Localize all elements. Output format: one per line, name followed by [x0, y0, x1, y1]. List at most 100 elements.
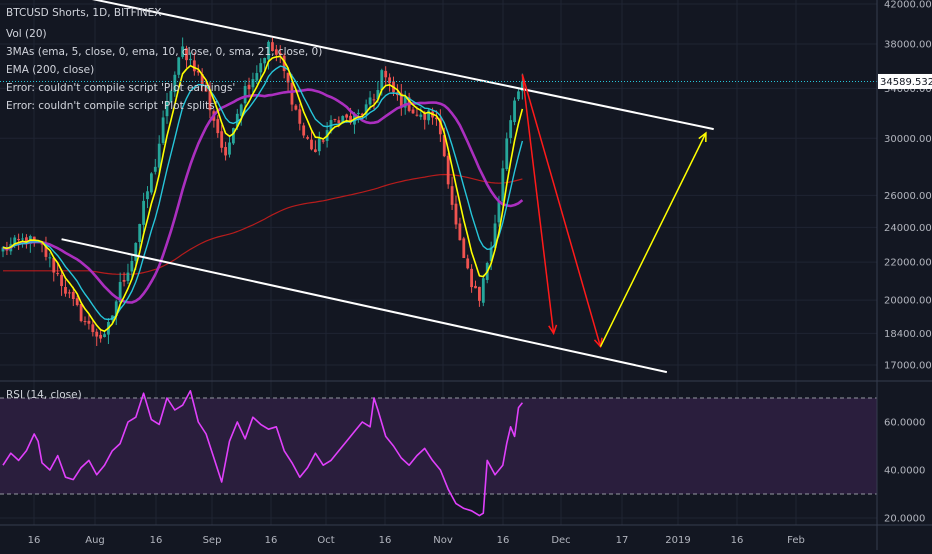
- candle-body-down: [466, 258, 470, 269]
- candle-body-down: [474, 285, 477, 289]
- candle-body-down: [314, 149, 317, 152]
- candle-body-down: [442, 135, 446, 157]
- ema200-path: [3, 173, 523, 275]
- candle-body-down: [192, 60, 196, 72]
- symbol-title[interactable]: BTCUSD Shorts, 1D, BITFINEX: [6, 7, 161, 19]
- last-price-tag: 34589.5329: [878, 73, 932, 89]
- candle-body-down: [478, 286, 481, 301]
- indicator-error-splits[interactable]: Error: couldn't compile script 'Plot spl…: [6, 100, 218, 112]
- projection-down-arrowhead-1: [548, 324, 558, 336]
- channel-upper-line: [91, 0, 714, 131]
- candle-body-down: [274, 49, 278, 55]
- time-tick-label: 16: [731, 535, 744, 546]
- candle-body-up: [243, 86, 247, 104]
- candle-body-down: [302, 125, 306, 136]
- candle-body-up: [489, 247, 493, 262]
- candle-body-down: [67, 292, 71, 294]
- legend: BTCUSD Shorts, 1D, BITFINEX Vol (20) 3MA…: [6, 7, 322, 112]
- candle-body-up: [380, 70, 384, 91]
- candle-body-up: [356, 112, 360, 114]
- rsi-axis[interactable]: 60.0000 40.0000 20.0000: [884, 418, 925, 525]
- candle-body-up: [267, 41, 270, 60]
- candle-body-up: [21, 238, 24, 240]
- candle-body-up: [501, 168, 505, 202]
- candle-body-down: [438, 118, 442, 135]
- candle-body-down: [411, 109, 415, 114]
- price-axis[interactable]: 42000.0000 38000.0000 34000.0000 30000.0000…: [884, 0, 932, 372]
- candle-body-up: [146, 191, 149, 200]
- indicator-ema200[interactable]: EMA (200, close): [6, 64, 94, 76]
- candle-body-down: [71, 291, 75, 299]
- price-tick-label: 22000.0000: [884, 258, 932, 269]
- candle-body-up: [497, 200, 501, 223]
- time-tick-label: 16: [497, 535, 510, 546]
- candle-body-up: [259, 63, 263, 73]
- candle-body-up: [173, 74, 177, 93]
- candle-body-up: [509, 120, 513, 138]
- last-price-value: 34589.5329: [880, 77, 932, 88]
- rsi-line: [2, 389, 524, 517]
- candle-body-down: [83, 321, 87, 323]
- candle-body-up: [364, 104, 368, 115]
- candle-body-down: [306, 137, 309, 139]
- candle-body-down: [17, 239, 21, 241]
- indicator-3mas[interactable]: 3MAs (ema, 5, close, 0, ema, 10, close, …: [6, 46, 322, 58]
- time-tick-label: 16: [265, 535, 278, 546]
- candle-body-down: [298, 109, 302, 124]
- candle-body-up: [520, 81, 524, 92]
- candle-body-down: [388, 77, 391, 84]
- last-price-tag-background: [878, 73, 932, 89]
- candle-body-down: [310, 139, 313, 150]
- rsi-overbought-oversold-band: [0, 398, 877, 494]
- candle-body-down: [224, 147, 227, 156]
- candle-body-down: [470, 268, 473, 288]
- time-tick-label: Dec: [551, 535, 570, 546]
- candle-body-up: [419, 114, 423, 117]
- candle-body-up: [427, 110, 431, 121]
- candle-body-up: [157, 143, 161, 168]
- ema200-line: [3, 173, 523, 275]
- candle-body-up: [153, 166, 157, 172]
- candle-body-down: [290, 82, 294, 105]
- candle-body-down: [294, 105, 298, 110]
- candle-body-up: [239, 104, 243, 116]
- candle-body-up: [142, 200, 145, 225]
- candle-body-down: [454, 203, 458, 225]
- candle-body-down: [196, 70, 200, 73]
- rsi-tick-label: 20.0000: [884, 514, 925, 525]
- candle-body-up: [103, 334, 106, 338]
- candle-body-down: [99, 334, 103, 339]
- candle-body-up: [376, 90, 380, 100]
- candle-body-up: [138, 223, 142, 243]
- candle-body-down: [435, 117, 438, 120]
- time-axis[interactable]: 16 Aug 16 Sep 16 Oct 16 Nov 16 Dec 17 2019 16 Feb: [28, 535, 805, 546]
- projection-up-arrow: [599, 132, 707, 347]
- candle-body-down: [52, 258, 56, 273]
- time-tick-label: 16: [379, 535, 392, 546]
- candle-body-down: [200, 73, 204, 87]
- time-tick-label: Nov: [433, 535, 453, 546]
- candle-body-up: [251, 79, 255, 88]
- candle-body-down: [208, 89, 212, 111]
- trend-drawings: [61, 0, 714, 374]
- rsi-legend[interactable]: RSI (14, close): [6, 389, 82, 401]
- candle-body-up: [134, 242, 138, 261]
- candle-body-down: [64, 287, 67, 294]
- indicator-error-earnings[interactable]: Error: couldn't compile script 'Plot ear…: [6, 82, 235, 94]
- candle-body-up: [231, 128, 235, 144]
- indicator-volume[interactable]: Vol (20): [6, 28, 47, 40]
- candle-body-up: [130, 261, 134, 272]
- candle-body-down: [91, 324, 95, 333]
- candle-body-up: [48, 257, 52, 259]
- candle-body-up: [235, 113, 239, 127]
- candle-body-up: [517, 91, 520, 100]
- price-tick-label: 30000.0000: [884, 134, 932, 145]
- price-tick-label: 17000.0000: [884, 361, 932, 372]
- candle-body-down: [25, 237, 28, 244]
- time-tick-label: Oct: [317, 535, 334, 546]
- candle-body-up: [161, 117, 165, 143]
- ema10-line: [2, 65, 524, 321]
- moving-average-lines: [2, 55, 524, 333]
- candle-body-up: [13, 237, 17, 245]
